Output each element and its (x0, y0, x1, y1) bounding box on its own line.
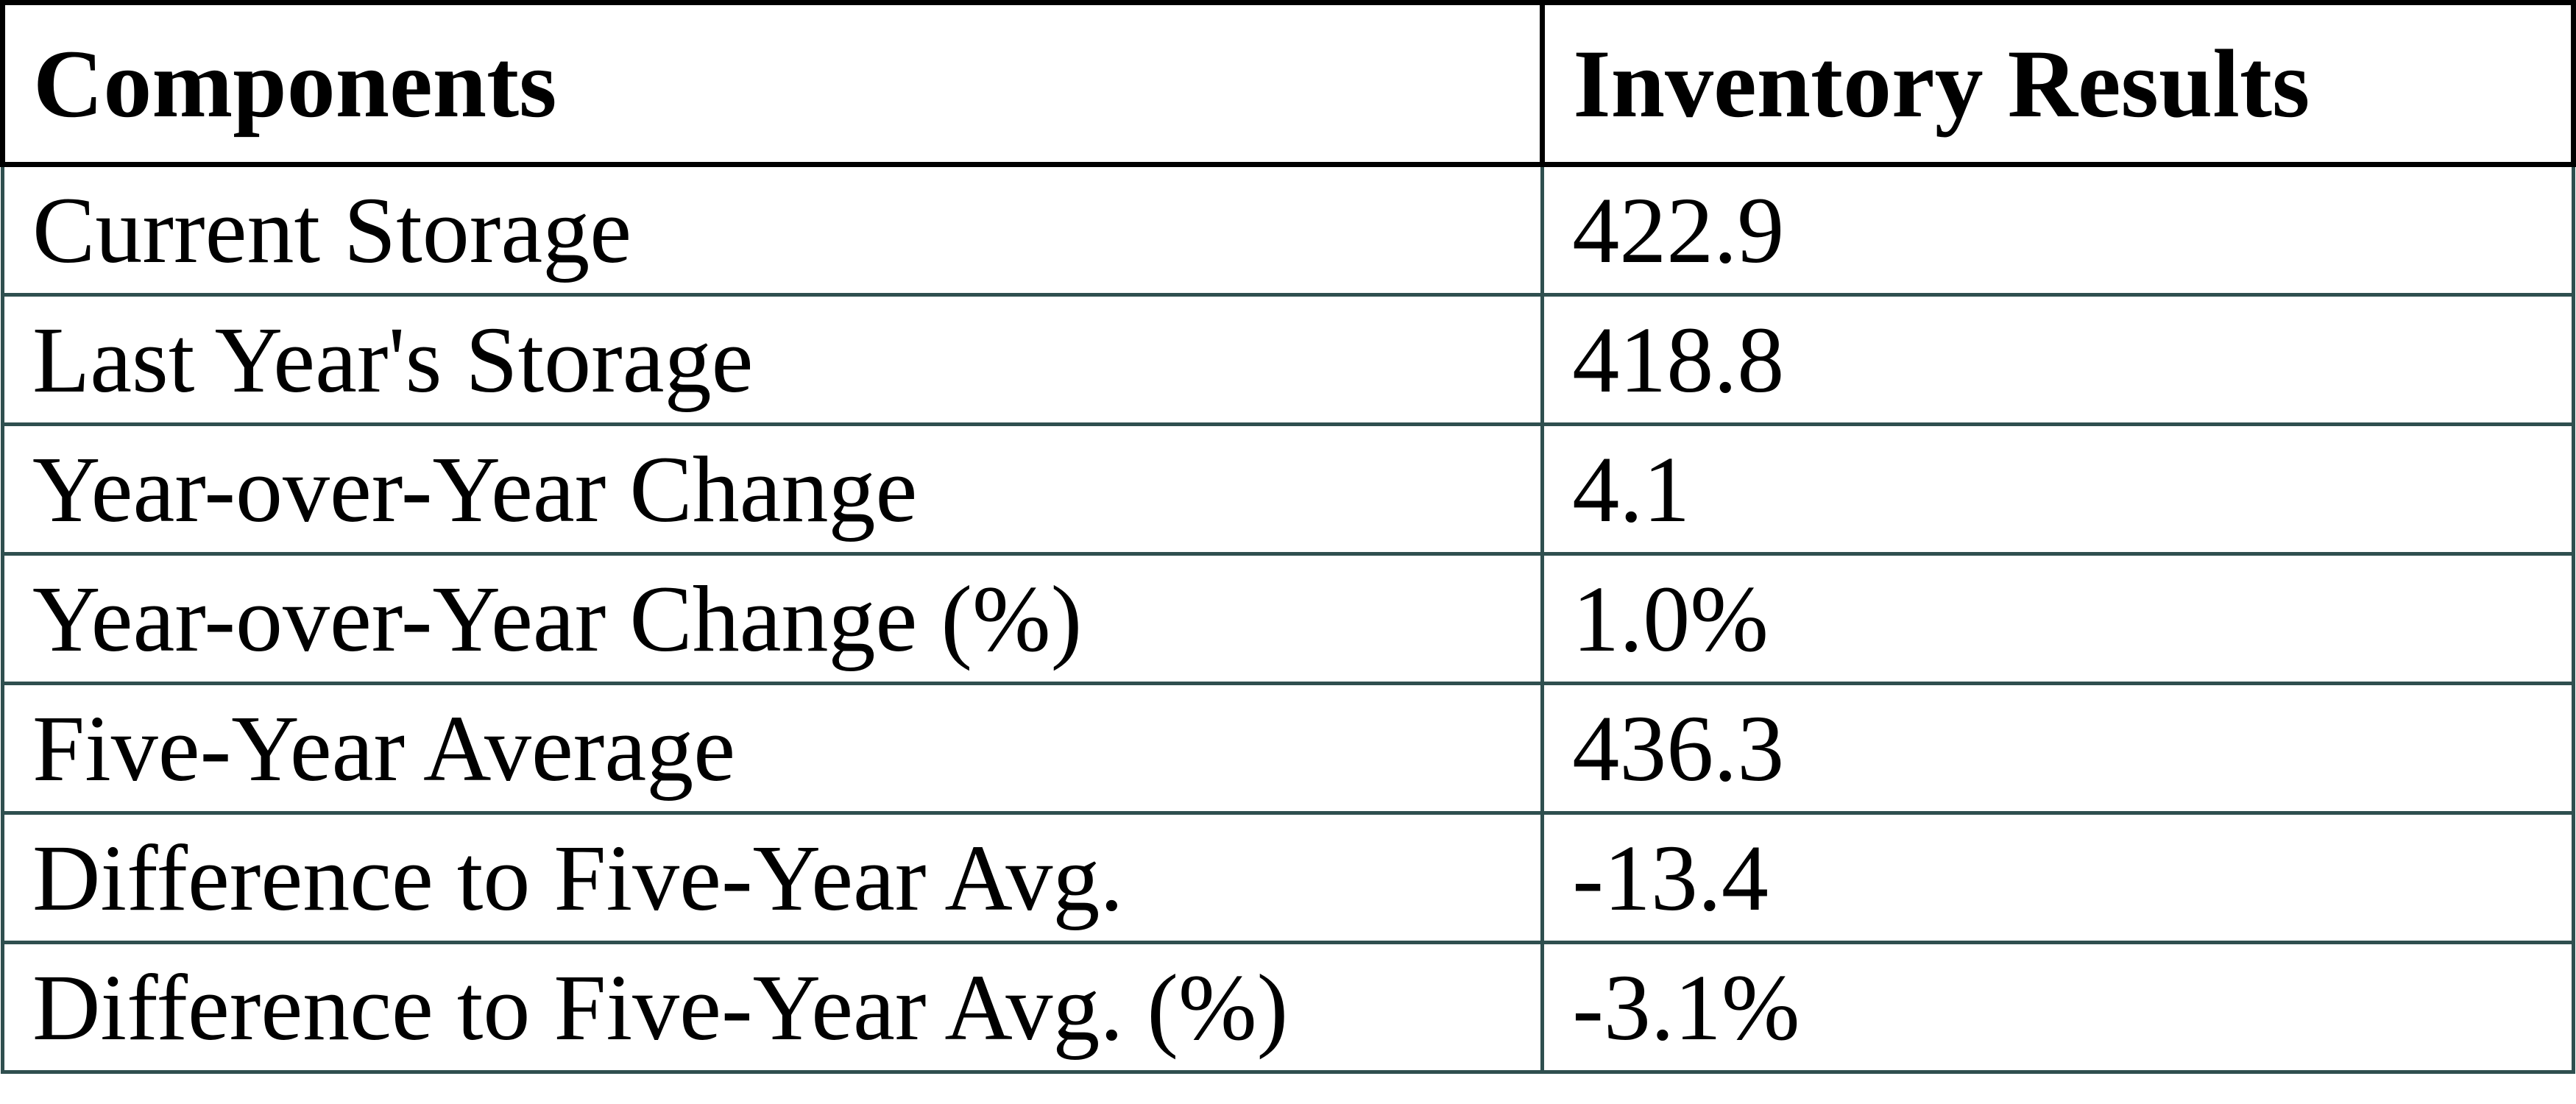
header-cell-inventory-results: Inventory Results (1540, 0, 2576, 167)
row-value-diff-five-year-avg-pct: -3.1% (1540, 941, 2575, 1074)
table-row: Current Storage 422.9 (0, 163, 2575, 297)
table-header: Components Inventory Results (0, 0, 2576, 167)
row-label-five-year-average: Five-Year Average (0, 682, 1545, 815)
row-value-last-year-storage: 418.8 (1540, 293, 2575, 426)
table-row: Difference to Five-Year Avg. -13.4 (0, 811, 2575, 944)
row-label-last-year-storage: Last Year's Storage (0, 293, 1545, 426)
header-cell-components: Components (0, 0, 1546, 167)
table-row: Five-Year Average 436.3 (0, 682, 2575, 815)
row-value-yoy-change-pct: 1.0% (1540, 552, 2575, 685)
row-label-current-storage: Current Storage (0, 163, 1545, 297)
row-label-diff-five-year-avg-pct: Difference to Five-Year Avg. (%) (0, 941, 1545, 1074)
table-row: Year-over-Year Change 4.1 (0, 422, 2575, 556)
row-label-diff-five-year-avg: Difference to Five-Year Avg. (0, 811, 1545, 944)
row-label-yoy-change-pct: Year-over-Year Change (%) (0, 552, 1545, 685)
table-body: Current Storage 422.9 Last Year's Storag… (0, 163, 2575, 1074)
table-row: Difference to Five-Year Avg. (%) -3.1% (0, 941, 2575, 1074)
row-label-yoy-change: Year-over-Year Change (0, 422, 1545, 556)
row-value-diff-five-year-avg: -13.4 (1540, 811, 2575, 944)
table-row: Last Year's Storage 418.8 (0, 293, 2575, 426)
row-value-current-storage: 422.9 (1540, 163, 2575, 297)
header-row: Components Inventory Results (0, 0, 2576, 167)
row-value-yoy-change: 4.1 (1540, 422, 2575, 556)
row-value-five-year-average: 436.3 (1540, 682, 2575, 815)
inventory-table: Components Inventory Results Current Sto… (0, 0, 2576, 1074)
table-row: Year-over-Year Change (%) 1.0% (0, 552, 2575, 685)
